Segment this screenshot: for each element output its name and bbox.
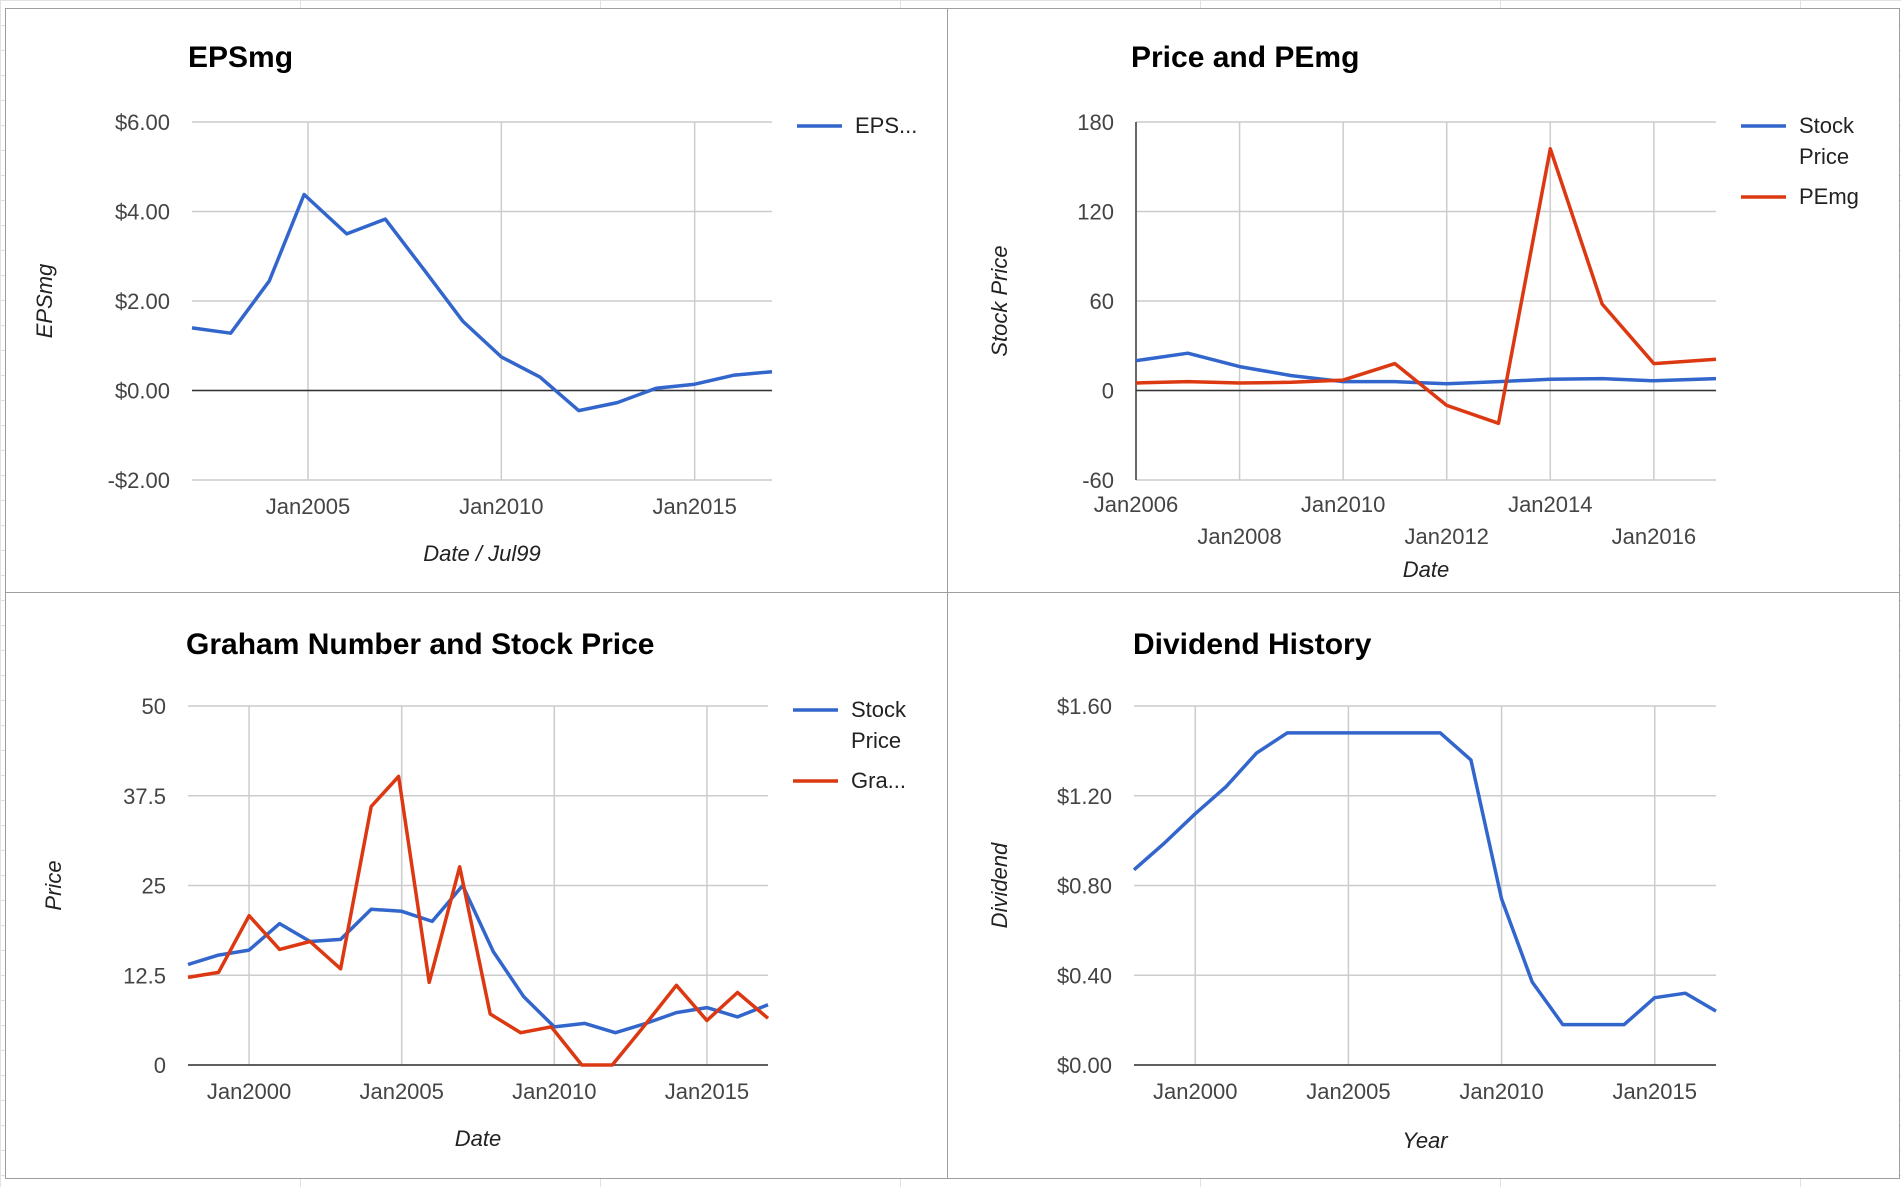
- legend-label: Stock: [1799, 113, 1855, 138]
- legend-label: Stock: [851, 697, 907, 722]
- y-tick-label: 120: [1077, 200, 1114, 225]
- y-tick-label: 60: [1090, 289, 1114, 314]
- y-axis-title: Dividend: [987, 842, 1012, 928]
- y-tick-label: -60: [1082, 468, 1114, 493]
- x-tick-label: Jan2008: [1197, 524, 1281, 549]
- legend-label: EPS...: [855, 113, 917, 138]
- x-tick-label: Jan2015: [665, 1079, 749, 1104]
- series-line-secondary: [187, 774, 770, 1067]
- x-tick-label: Jan2012: [1405, 524, 1489, 549]
- y-axis-title: EPSmg: [32, 263, 57, 338]
- series-line-primary: [1132, 731, 1717, 1027]
- y-tick-label: $4.00: [115, 200, 170, 225]
- x-tick-label: Jan2010: [1459, 1079, 1543, 1104]
- x-axis-title: Year: [1402, 1128, 1449, 1153]
- x-tick-label: Jan2005: [359, 1079, 443, 1104]
- legend-label: Price: [1799, 144, 1849, 169]
- chart-graham-number[interactable]: 50 37.5 25 12.5 0 Jan2000 Jan2005 Jan2010 Jan201…: [5, 592, 948, 1179]
- y-tick-label: 0: [154, 1053, 166, 1078]
- chart-epsmg[interactable]: $6.00 $4.00 $2.00 $0.00 -$2.00 Jan2005 Jan2010…: [5, 8, 948, 593]
- legend-label: Gra...: [851, 768, 906, 793]
- y-tick-label: $6.00: [115, 110, 170, 135]
- chart-dividend-history-svg: $1.60 $1.20 $0.80 $0.40 $0.00 Jan2000 Jan2005 J…: [987, 628, 1717, 1153]
- chart-title: EPSmg: [188, 41, 293, 74]
- chart-graham-number-svg: 50 37.5 25 12.5 0 Jan2000 Jan2005 Jan2010 Jan201…: [41, 628, 907, 1151]
- series-line-primary: [191, 192, 773, 413]
- legend-label: PEmg: [1799, 184, 1859, 209]
- y-tick-label: $1.60: [1057, 694, 1112, 719]
- x-tick-label: Jan2016: [1612, 524, 1696, 549]
- y-axis-title: Stock Price: [987, 245, 1012, 356]
- y-tick-label: $1.20: [1057, 784, 1112, 809]
- y-tick-label: 12.5: [123, 963, 166, 988]
- y-tick-label: $2.00: [115, 289, 170, 314]
- y-tick-label: 25: [142, 874, 166, 899]
- y-tick-label: 50: [142, 694, 166, 719]
- x-tick-label: Jan2010: [512, 1079, 596, 1104]
- x-tick-label: Jan2005: [1306, 1079, 1390, 1104]
- y-tick-label: 37.5: [123, 784, 166, 809]
- y-tick-label: 0: [1102, 379, 1114, 404]
- x-tick-label: Jan2014: [1508, 492, 1592, 517]
- y-tick-label: $0.40: [1057, 963, 1112, 988]
- chart-title: Graham Number and Stock Price: [186, 628, 655, 661]
- x-tick-label: Jan2006: [1094, 492, 1178, 517]
- series-line-primary: [187, 883, 769, 1035]
- chart-dividend-history[interactable]: $1.60 $1.20 $0.80 $0.40 $0.00 Jan2000 Jan2005 J…: [947, 592, 1900, 1179]
- y-tick-label: 180: [1077, 110, 1114, 135]
- x-axis-title: Date: [455, 1126, 501, 1151]
- y-tick-label: -$2.00: [108, 468, 170, 493]
- x-axis-title: Date / Jul99: [423, 541, 540, 566]
- y-tick-label: $0.80: [1057, 874, 1112, 899]
- x-tick-label: Jan2010: [1301, 492, 1385, 517]
- x-tick-label: Jan2010: [459, 494, 543, 519]
- legend-label: Price: [851, 728, 901, 753]
- y-axis-title: Price: [41, 860, 66, 910]
- chart-epsmg-svg: $6.00 $4.00 $2.00 $0.00 -$2.00 Jan2005 Jan2010…: [32, 41, 917, 566]
- x-tick-label: Jan2000: [1153, 1079, 1237, 1104]
- y-tick-label: $0.00: [1057, 1053, 1112, 1078]
- x-tick-label: Jan2015: [652, 494, 736, 519]
- x-tick-label: Jan2005: [266, 494, 350, 519]
- x-axis-title: Date: [1403, 557, 1449, 582]
- series-line-secondary: [1135, 147, 1717, 426]
- y-tick-label: $0.00: [115, 379, 170, 404]
- series-line-primary: [1135, 351, 1717, 386]
- chart-title: Price and PEmg: [1131, 41, 1359, 74]
- x-tick-label: Jan2000: [207, 1079, 291, 1104]
- x-tick-label: Jan2015: [1613, 1079, 1697, 1104]
- chart-price-pemg[interactable]: 180 120 60 0 -60 Jan2006 Jan2008 Jan2010 Jan2012…: [947, 8, 1900, 593]
- chart-title: Dividend History: [1133, 628, 1372, 661]
